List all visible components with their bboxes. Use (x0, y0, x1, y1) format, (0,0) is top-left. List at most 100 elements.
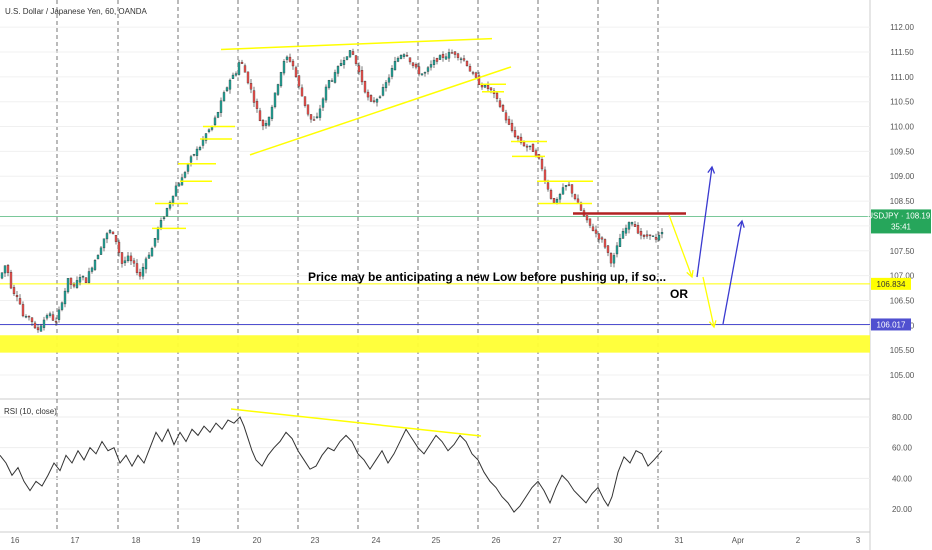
candle-body (660, 232, 664, 235)
candle-body (36, 327, 40, 331)
candle-body (654, 236, 658, 240)
projection-down-arrow-2-head (708, 320, 717, 329)
candle-body (129, 255, 133, 262)
candle-body (270, 106, 274, 119)
candle-body (477, 75, 481, 85)
candle-body (123, 260, 127, 264)
candle-body (570, 184, 574, 194)
current-price-label: USDJPY · 108.191 (867, 211, 932, 220)
x-tick-label: 30 (614, 536, 623, 545)
rsi-line (0, 416, 663, 513)
candle-body (606, 245, 610, 253)
candle-body (21, 304, 25, 317)
candle-body (141, 267, 145, 277)
price-tick-label: 105.00 (890, 371, 915, 380)
candle-body (165, 208, 169, 217)
candle-body (432, 59, 436, 65)
candle-body (657, 235, 661, 241)
candle-body (255, 100, 259, 109)
candle-body (438, 55, 442, 60)
candle-body (99, 247, 103, 255)
candle-body (186, 163, 190, 172)
candle-body (387, 77, 391, 83)
price-tick-label: 111.00 (890, 73, 914, 82)
candle-body (381, 87, 385, 96)
candle-body (594, 229, 598, 234)
projection-down-arrow-1 (668, 214, 693, 278)
candle-body (579, 202, 583, 211)
candle-body (171, 195, 175, 204)
candle-body (342, 60, 346, 65)
rsi-tick-label: 60.00 (892, 444, 913, 453)
candle-body (156, 227, 160, 240)
candle-body (420, 73, 424, 76)
candle-body (207, 129, 211, 132)
candle-body (375, 99, 379, 103)
candle-body (213, 117, 217, 126)
candle-body (132, 260, 136, 264)
candle-body (204, 133, 208, 141)
candle-body (75, 280, 79, 288)
candle-body (444, 56, 448, 60)
candle-body (291, 60, 295, 67)
price-tick-label: 110.50 (890, 98, 914, 107)
candle-body (513, 130, 517, 137)
candle-body (183, 172, 187, 178)
axes: 16 17 18 19 20 23 24 25 26 27 30 31 Apr 2 3112.00111.5… (11, 23, 932, 545)
candle-body (615, 245, 619, 255)
candle-body (81, 276, 85, 278)
candle-body (588, 218, 592, 226)
price-tick-label: 112.00 (890, 23, 914, 32)
candle-body (45, 315, 49, 319)
candle-body (384, 82, 388, 89)
candle-body (396, 57, 400, 62)
candle-body (219, 100, 223, 113)
projection-up-arrow-1 (696, 166, 713, 278)
candle-body (627, 222, 631, 230)
candle-body (297, 75, 301, 87)
projection-down-arrow-2 (702, 276, 715, 328)
candle-body (534, 150, 538, 157)
candle-body (87, 271, 91, 283)
candle-body (417, 66, 421, 75)
candle-body (591, 226, 595, 232)
candle-body (345, 56, 349, 60)
candle-body (528, 145, 532, 148)
candle-body (414, 64, 418, 68)
price-tick-label: 107.50 (890, 247, 915, 256)
candle-body (351, 51, 355, 55)
candle-body (354, 55, 358, 64)
rsi-tick-label: 20.00 (892, 505, 913, 514)
triangle-upper-line (220, 37, 493, 51)
candle-body (360, 70, 364, 83)
x-tick-label: 2 (796, 536, 801, 545)
candle-body (543, 169, 547, 182)
candle-body (177, 183, 181, 187)
candle-body (564, 185, 568, 187)
candle-body (42, 319, 46, 328)
candles (0, 48, 664, 333)
drawings (152, 37, 745, 329)
candle-body (276, 84, 280, 95)
candle-body (135, 263, 139, 273)
candle-body (486, 84, 490, 90)
candle-body (633, 224, 637, 227)
x-tick-label: 3 (856, 536, 861, 545)
price-tick-label: 111.50 (890, 48, 914, 57)
candle-body (507, 118, 511, 125)
candle-body (372, 100, 376, 103)
candle-body (117, 241, 121, 253)
candle-body (306, 104, 310, 115)
candle-body (84, 277, 88, 284)
candle-body (378, 96, 382, 98)
candle-body (312, 119, 316, 121)
candle-body (324, 86, 328, 101)
candle-body (225, 87, 229, 92)
candle-body (609, 253, 613, 264)
candle-body (642, 234, 646, 237)
candle-body (24, 316, 28, 318)
price-tick-label: 107.00 (890, 272, 915, 281)
candle-body (240, 61, 244, 64)
